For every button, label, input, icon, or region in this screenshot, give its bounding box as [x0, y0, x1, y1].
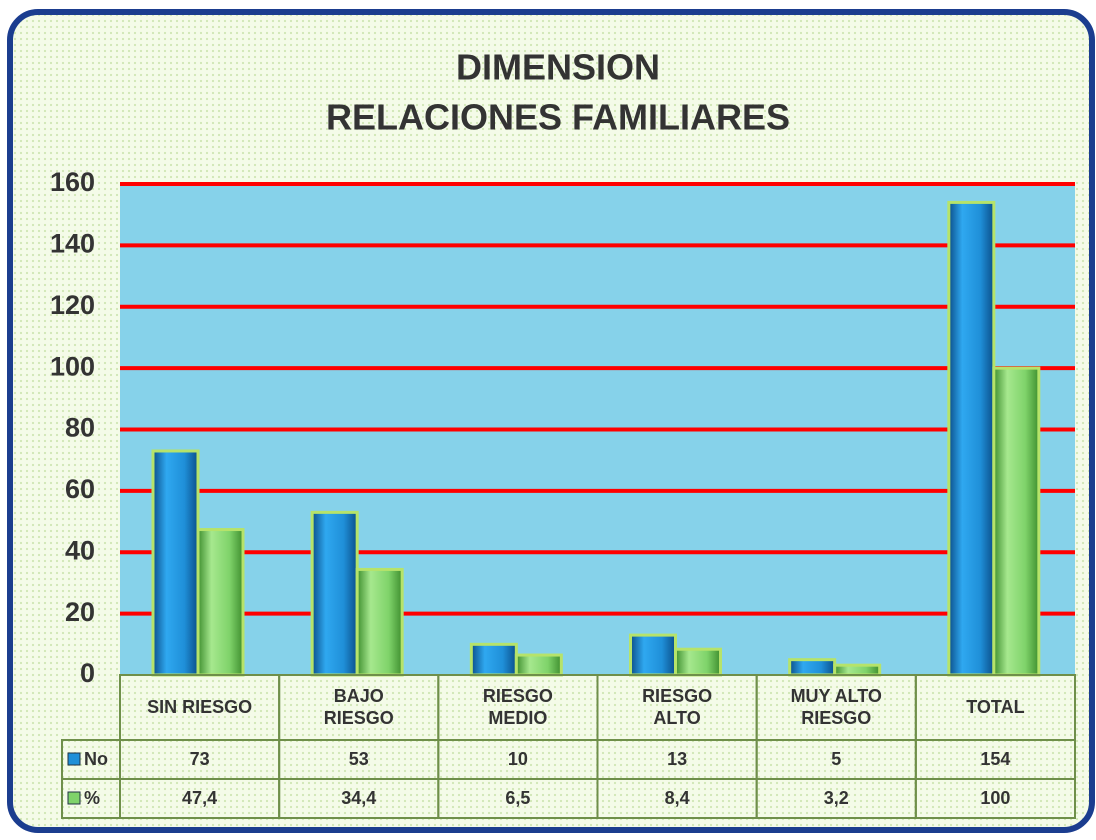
bar: [469, 642, 518, 677]
data-label-box: 47,4: [182, 787, 218, 808]
x-tick-label: SIN RIESGO: [147, 696, 253, 717]
x-tick-label-box: RIESGO ALTO: [642, 685, 713, 728]
legend-swatch: [67, 752, 81, 766]
data-label-box: 5: [831, 748, 842, 769]
data-label-box: 13: [667, 748, 688, 769]
bar: [629, 633, 677, 677]
x-tick-label: TOTAL: [966, 696, 1025, 717]
bar: [355, 567, 404, 677]
bar: [947, 200, 996, 677]
y-tick-label: 100: [50, 351, 95, 381]
data-label: 154: [980, 748, 1011, 769]
bar: [514, 653, 563, 677]
data-label: 53: [348, 748, 369, 769]
data-label-box: 53: [348, 748, 369, 769]
x-tick-label-box: TOTAL: [966, 696, 1025, 717]
legend-cell: [61, 778, 121, 819]
legend-label: %: [84, 788, 100, 808]
legend-label: No: [84, 749, 108, 769]
x-tick-label: RIESGO ALTO: [642, 685, 713, 728]
y-tick-label: 120: [50, 290, 95, 320]
data-label-box: 6,5: [505, 787, 531, 808]
x-tick-label: MUY ALTO RIESGO: [790, 685, 882, 728]
data-label: 100: [980, 787, 1011, 808]
data-label: 13: [667, 748, 688, 769]
data-label-box: 73: [189, 748, 210, 769]
y-tick-label: 20: [65, 597, 95, 627]
data-label: 3,2: [823, 787, 849, 808]
x-tick-label-box: RIESGO MEDIO: [482, 685, 553, 728]
y-tick-label: 80: [65, 413, 95, 443]
chart-title: DIMENSION: [456, 47, 660, 88]
bar: [833, 663, 882, 677]
bar: [151, 449, 200, 677]
data-label-box: 3,2: [823, 787, 849, 808]
data-label-box: 154: [980, 748, 1011, 769]
x-tick-label-box: SIN RIESGO: [147, 696, 253, 717]
y-tick-label: 160: [50, 167, 95, 197]
x-tick-label-box: MUY ALTO RIESGO: [790, 685, 882, 728]
data-label: 6,5: [505, 787, 531, 808]
legend-swatch: [67, 791, 81, 805]
data-label-box: 34,4: [341, 787, 377, 808]
data-label: 73: [189, 748, 210, 769]
bar: [196, 528, 245, 677]
y-tick-label: 140: [50, 229, 95, 259]
data-label: 34,4: [341, 787, 377, 808]
data-label-cell: [914, 778, 1076, 819]
data-label: 47,4: [182, 787, 218, 808]
data-label: 5: [831, 748, 842, 769]
y-tick-label: 40: [65, 535, 95, 565]
chart-subtitle: RELACIONES FAMILIARES: [326, 97, 790, 138]
bar: [674, 647, 722, 677]
data-label-box: 100: [980, 787, 1011, 808]
y-tick-label: 0: [80, 658, 95, 688]
x-tick-label: RIESGO MEDIO: [482, 685, 553, 728]
data-label-box: 8,4: [664, 787, 690, 808]
data-label-box: 10: [507, 748, 528, 769]
bar: [992, 366, 1041, 677]
data-label: 10: [507, 748, 528, 769]
x-tick-label-box: BAJO RIESGO: [323, 685, 394, 728]
data-label: 8,4: [664, 787, 690, 808]
y-tick-label: 60: [65, 474, 95, 504]
bar: [310, 510, 359, 677]
bar: [788, 658, 837, 677]
x-tick-label: BAJO RIESGO: [323, 685, 394, 728]
